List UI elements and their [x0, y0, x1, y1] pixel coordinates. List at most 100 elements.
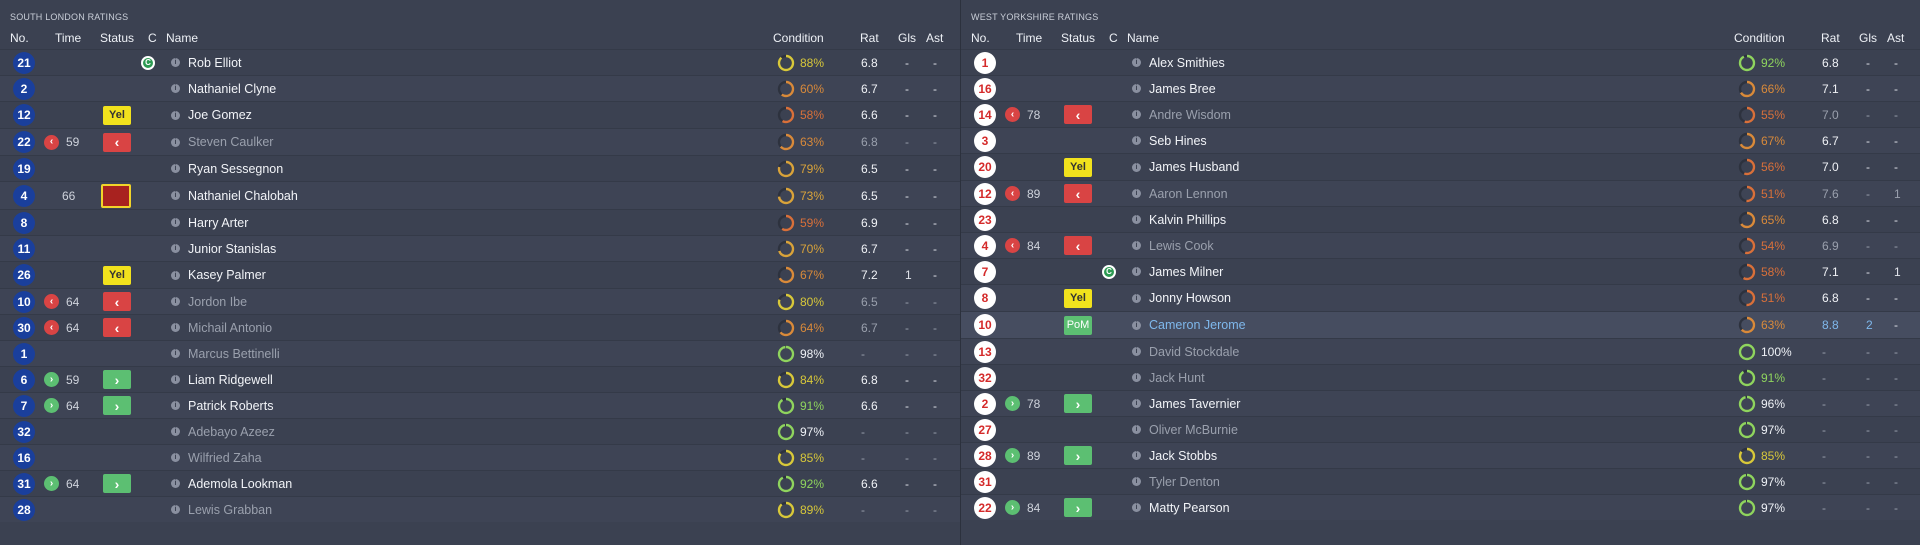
info-icon[interactable]: i: [171, 453, 180, 462]
info-icon[interactable]: i: [1132, 425, 1141, 434]
header-status[interactable]: Status: [1061, 31, 1096, 45]
player-row[interactable]: 23 i Kalvin Phillips 65% 6.8 - -: [961, 206, 1920, 232]
player-row[interactable]: 4 66 i Nathaniel Chalobah 73% 6.5 - -: [0, 181, 960, 209]
player-row[interactable]: 28 › 89 › i Jack Stobbs 85% - - -: [961, 442, 1920, 468]
player-row[interactable]: 11 i Junior Stanislas 70% 6.7 - -: [0, 235, 960, 261]
player-name[interactable]: Harry Arter: [188, 215, 249, 230]
header-captain[interactable]: C: [148, 31, 157, 45]
header-condition[interactable]: Condition: [773, 31, 824, 45]
player-name[interactable]: Kasey Palmer: [188, 268, 266, 282]
player-row[interactable]: 20 Yel i James Husband 56% 7.0 - -: [961, 153, 1920, 180]
player-row[interactable]: 3 i Seb Hines 67% 6.7 - -: [961, 127, 1920, 153]
info-icon[interactable]: i: [171, 297, 180, 306]
player-name[interactable]: James Husband: [1149, 160, 1240, 174]
header-no[interactable]: No.: [971, 31, 990, 45]
player-row[interactable]: 7 › 64 › i Patrick Roberts 91% 6.6 - -: [0, 392, 960, 418]
info-icon[interactable]: i: [1132, 477, 1141, 486]
player-name[interactable]: James Milner: [1149, 264, 1224, 279]
player-row[interactable]: 10 PoM i Cameron Jerome 63% 8.8 2 -: [961, 311, 1920, 338]
info-icon[interactable]: i: [1132, 215, 1141, 224]
info-icon[interactable]: i: [171, 58, 180, 67]
player-name[interactable]: Jordon Ibe: [188, 294, 248, 309]
player-row[interactable]: 14 ‹ 78 ‹ i Andre Wisdom 55% 7.0 - -: [961, 101, 1920, 127]
info-icon[interactable]: i: [171, 401, 180, 410]
player-row[interactable]: 32 i Adebayo Azeez 97% - - -: [0, 418, 960, 444]
info-icon[interactable]: i: [171, 323, 180, 332]
player-row[interactable]: 28 i Lewis Grabban 89% - - -: [0, 496, 960, 522]
info-icon[interactable]: i: [1132, 84, 1141, 93]
player-row[interactable]: 31 › 64 › i Ademola Lookman 92% 6.6 - -: [0, 470, 960, 496]
info-icon[interactable]: i: [1132, 58, 1141, 67]
player-row[interactable]: 8 Yel i Jonny Howson 51% 6.8 - -: [961, 284, 1920, 311]
header-goals[interactable]: Gls: [1859, 31, 1877, 45]
player-name[interactable]: Ademola Lookman: [188, 476, 293, 491]
info-icon[interactable]: i: [1132, 399, 1141, 408]
player-name[interactable]: Adebayo Azeez: [188, 424, 275, 439]
player-row[interactable]: 2 › 78 › i James Tavernier 96% - - -: [961, 390, 1920, 416]
player-name[interactable]: Matty Pearson: [1149, 500, 1230, 515]
player-name[interactable]: Kalvin Phillips: [1149, 212, 1227, 227]
player-row[interactable]: 12 Yel i Joe Gomez 58% 6.6 - -: [0, 101, 960, 128]
info-icon[interactable]: i: [1132, 373, 1141, 382]
info-icon[interactable]: i: [171, 270, 180, 280]
player-name[interactable]: Jonny Howson: [1149, 291, 1231, 305]
player-name[interactable]: Junior Stanislas: [188, 241, 277, 256]
player-name[interactable]: Oliver McBurnie: [1149, 422, 1238, 437]
player-name[interactable]: Wilfried Zaha: [188, 450, 262, 465]
info-icon[interactable]: i: [171, 164, 180, 173]
header-captain[interactable]: C: [1109, 31, 1118, 45]
header-goals[interactable]: Gls: [898, 31, 916, 45]
player-name[interactable]: Cameron Jerome: [1149, 318, 1246, 332]
info-icon[interactable]: i: [1132, 189, 1141, 198]
player-name[interactable]: Aaron Lennon: [1149, 186, 1228, 201]
player-row[interactable]: 22 ‹ 59 ‹ i Steven Caulker 63% 6.8 - -: [0, 128, 960, 155]
info-icon[interactable]: i: [171, 505, 180, 514]
player-name[interactable]: Ryan Sessegnon: [188, 161, 284, 176]
player-row[interactable]: 16 i Wilfried Zaha 85% - - -: [0, 444, 960, 470]
info-icon[interactable]: i: [171, 110, 180, 120]
info-icon[interactable]: i: [171, 84, 180, 93]
player-name[interactable]: Andre Wisdom: [1149, 107, 1231, 122]
player-row[interactable]: 16 i James Bree 66% 7.1 - -: [961, 75, 1920, 101]
player-name[interactable]: Alex Smithies: [1149, 55, 1225, 70]
header-no[interactable]: No.: [10, 31, 29, 45]
player-row[interactable]: 13 i David Stockdale 100% - - -: [961, 338, 1920, 364]
player-row[interactable]: 4 ‹ 84 ‹ i Lewis Cook 54% 6.9 - -: [961, 232, 1920, 258]
info-icon[interactable]: i: [171, 137, 180, 147]
header-name[interactable]: Name: [1127, 31, 1160, 45]
info-icon[interactable]: i: [1132, 293, 1141, 303]
info-icon[interactable]: i: [1132, 347, 1141, 356]
player-row[interactable]: 30 ‹ 64 ‹ i Michail Antonio 64% 6.7 - -: [0, 314, 960, 340]
player-row[interactable]: 19 i Ryan Sessegnon 79% 6.5 - -: [0, 155, 960, 181]
player-name[interactable]: Liam Ridgewell: [188, 372, 273, 387]
player-name[interactable]: Joe Gomez: [188, 108, 252, 122]
player-row[interactable]: 2 i Nathaniel Clyne 60% 6.7 - -: [0, 75, 960, 101]
player-row[interactable]: 26 Yel i Kasey Palmer 67% 7.2 1 -: [0, 261, 960, 288]
info-icon[interactable]: i: [171, 349, 180, 358]
player-name[interactable]: Michail Antonio: [188, 320, 273, 335]
player-row[interactable]: 12 ‹ 89 ‹ i Aaron Lennon 51% 7.6 - 1: [961, 180, 1920, 206]
header-time[interactable]: Time: [1016, 31, 1043, 45]
player-row[interactable]: 8 i Harry Arter 59% 6.9 - -: [0, 209, 960, 235]
header-assists[interactable]: Ast: [926, 31, 944, 45]
info-icon[interactable]: i: [171, 244, 180, 253]
info-icon[interactable]: i: [171, 479, 180, 488]
player-name[interactable]: David Stockdale: [1149, 344, 1240, 359]
player-name[interactable]: Patrick Roberts: [188, 398, 274, 413]
player-name[interactable]: Marcus Bettinelli: [188, 346, 280, 361]
player-row[interactable]: 1 i Marcus Bettinelli 98% - - -: [0, 340, 960, 366]
player-row[interactable]: 31 i Tyler Denton 97% - - -: [961, 468, 1920, 494]
player-row[interactable]: 6 › 59 › i Liam Ridgewell 84% 6.8 - -: [0, 366, 960, 392]
info-icon[interactable]: i: [1132, 241, 1141, 250]
player-name[interactable]: Lewis Cook: [1149, 238, 1214, 253]
info-icon[interactable]: i: [1132, 451, 1141, 460]
header-time[interactable]: Time: [55, 31, 82, 45]
player-name[interactable]: Jack Hunt: [1149, 370, 1205, 385]
player-name[interactable]: Rob Elliot: [188, 55, 242, 70]
info-icon[interactable]: i: [171, 218, 180, 227]
player-row[interactable]: 10 ‹ 64 ‹ i Jordon Ibe 80% 6.5 - -: [0, 288, 960, 314]
header-condition[interactable]: Condition: [1734, 31, 1785, 45]
player-row[interactable]: 32 i Jack Hunt 91% - - -: [961, 364, 1920, 390]
